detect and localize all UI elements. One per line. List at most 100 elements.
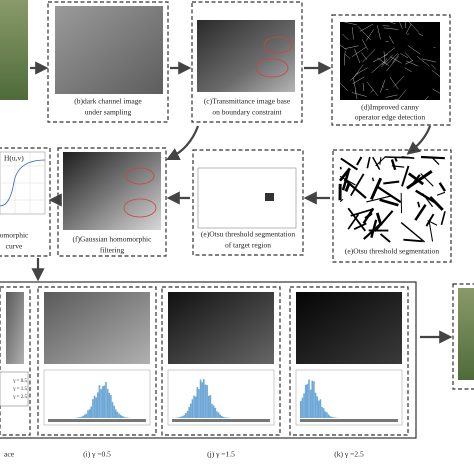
histogram-bar [203,379,205,418]
otsu-stroke [338,167,351,182]
otsu-stroke [366,195,392,203]
caption: (b)dark channel image [74,97,142,106]
edge-stroke [335,77,348,91]
histogram-bar [204,384,207,418]
histogram-bar [219,414,221,418]
caption: (i) γ =0.5 [83,450,111,459]
otsu-stroke [356,156,363,166]
edge-stroke [351,92,367,97]
histogram-bar [180,416,182,418]
histogram-bar [83,414,86,418]
edge-stroke [344,45,359,49]
histogram-bar [207,395,210,418]
caption: filtering [100,246,124,255]
edge-stroke [400,53,409,59]
histogram-bar [212,405,215,418]
histogram-bar [209,395,212,418]
edge-stroke [366,81,378,96]
edge-stroke [384,47,395,57]
histogram-bar [189,403,192,418]
otsu-stroke [350,208,373,217]
histogram-bar [327,414,330,418]
edge-stroke [372,54,388,63]
edge-stroke [431,64,437,70]
panel-frame [192,149,304,256]
caption: (j) γ =1.5 [207,450,235,459]
histogram-bar [314,392,317,418]
histogram-bar [101,386,104,418]
legend-entry: γ = 1.5 [13,387,27,392]
otsu-stroke [363,223,381,240]
edge-stroke [408,21,420,33]
highlight [255,58,289,78]
histogram-bar [118,413,120,418]
legend-entry: γ = 2.5 [13,395,27,400]
edge-stroke [385,53,398,66]
edge-stroke [397,89,407,100]
histogram-bar [119,414,122,418]
group-frame [0,281,417,439]
gamma-image [44,292,150,364]
histogram-bar [188,407,190,418]
edge-stroke [388,35,394,44]
histogram-bar [85,413,88,418]
plot-label: H(u,v) [4,154,24,163]
edge-stroke [361,52,368,60]
gray-scale-bar [172,419,270,422]
otsu-stroke [379,198,399,207]
otsu-stroke [436,191,446,196]
histogram-bar [178,417,181,418]
gamma-image [168,292,274,364]
histogram-bar [199,379,202,418]
histogram-bar [198,389,200,418]
edge-stroke [389,76,399,90]
panel-frame [37,286,157,436]
histogram-bar [194,396,197,418]
edge-stroke [381,58,388,66]
histogram-bar [111,401,114,418]
histogram-bar [216,411,218,418]
target-image [197,167,297,229]
caption: under sampling [85,108,132,117]
histogram-bar [306,383,309,418]
caption: operator edge detection [355,113,426,122]
edge-stroke [376,25,381,40]
caption: (f)Gaussian homomorphic [73,235,153,244]
otsu-stroke [400,221,426,243]
otsu-stroke [347,207,366,232]
histogram-bar [87,410,89,418]
edge-stroke [357,25,371,41]
otsu-stroke [429,195,444,211]
panel-frame [331,14,451,126]
otsu-stroke [383,180,400,185]
otsu-stroke [403,238,423,243]
histogram-bar [186,411,189,418]
edge-stroke [431,70,441,77]
panel-frame [161,286,281,436]
edge-stroke [356,67,368,75]
histogram-bar [124,417,127,418]
histogram-bar [211,403,213,418]
edge-stroke [416,56,430,67]
histogram-bar [97,392,99,418]
transmittance-image [197,20,295,92]
panel-frame [0,286,31,436]
edge-stroke [421,58,436,63]
histogram-bar [316,396,318,418]
histogram-bar [121,416,124,418]
histogram-bar [214,407,217,418]
edge-stroke [342,33,349,41]
edge-stroke [352,64,364,79]
edge-stroke [405,60,414,65]
otsu-stroke [379,233,391,243]
otsu-stroke [414,204,427,221]
edge-stroke [353,78,357,93]
histogram-bar [201,382,204,418]
dark-channel-image [55,6,163,94]
histogram-bar [113,405,115,418]
histogram-bar [181,416,184,418]
edge-stroke [380,79,386,93]
edge-stroke [343,50,346,66]
histogram-bar [88,409,91,418]
